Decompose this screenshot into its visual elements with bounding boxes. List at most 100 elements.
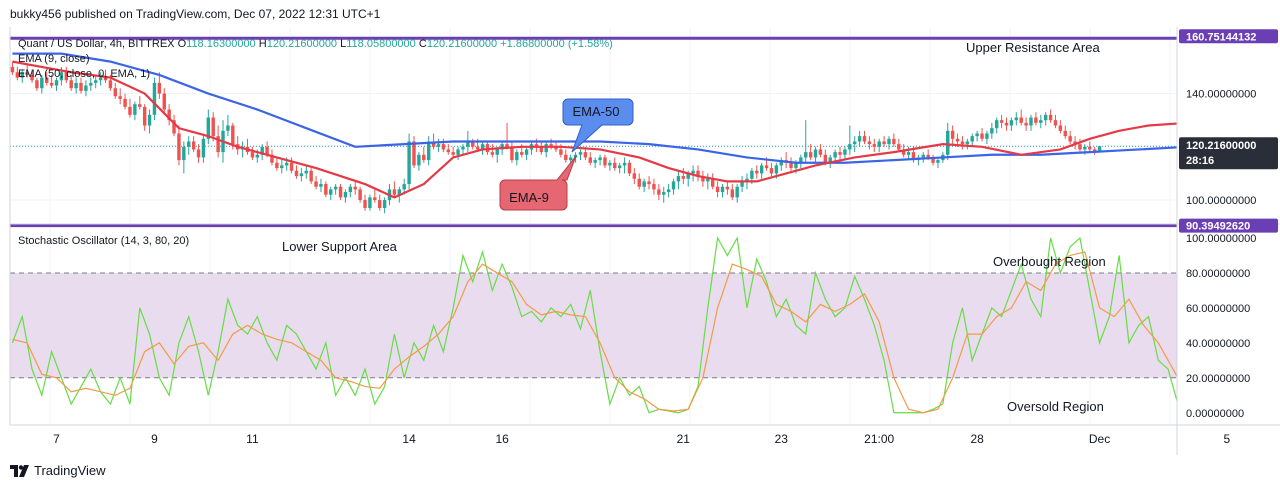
- stoch-tick-label: 80.00000000: [1186, 268, 1250, 280]
- ema9-callout-label: EMA-9: [509, 190, 549, 205]
- candle-body: [804, 152, 808, 158]
- candle-body: [1039, 120, 1043, 123]
- candle-body: [818, 149, 823, 155]
- candle-body: [617, 165, 622, 169]
- price-tag-box: [1179, 29, 1278, 44]
- ohlc-label: C: [419, 38, 427, 50]
- candle-body: [431, 141, 436, 147]
- ohlc-label: H: [259, 38, 267, 50]
- candle-body: [187, 141, 191, 147]
- candle-body: [93, 80, 98, 83]
- candle-body: [554, 146, 558, 150]
- candle-body: [324, 184, 328, 195]
- lower-support-label: Lower Support Area: [282, 239, 398, 254]
- candle-body: [10, 66, 15, 73]
- candle-body: [598, 157, 602, 161]
- footer[interactable]: TradingView: [10, 463, 106, 478]
- tradingview-logo-icon: [10, 464, 29, 477]
- ema-callouts: EMA-50 EMA-9: [499, 98, 634, 211]
- ema9-callout-box: [499, 155, 577, 211]
- candle-body: [843, 149, 847, 155]
- candle-body: [123, 98, 127, 107]
- candle-body: [402, 184, 406, 190]
- candle-body: [270, 154, 274, 163]
- candle-body: [353, 186, 357, 190]
- candle-body: [294, 170, 299, 177]
- price-tick-label: 100.00000000: [1186, 195, 1256, 207]
- candle-body: [128, 106, 132, 115]
- candle-body: [549, 144, 553, 147]
- candle-body: [632, 173, 637, 179]
- candle-body: [226, 125, 230, 131]
- candle-body: [588, 157, 592, 163]
- candle-body: [852, 141, 857, 145]
- candle-body: [1009, 120, 1014, 126]
- candle-body: [1034, 117, 1038, 123]
- candle-body: [79, 82, 83, 91]
- candle-body: [872, 144, 877, 147]
- candle-body: [1053, 120, 1058, 126]
- candle-body: [108, 80, 113, 89]
- candle-body: [1029, 117, 1033, 126]
- candle-body: [887, 138, 891, 145]
- ema50-line: [12, 52, 1280, 164]
- candle-body: [520, 152, 524, 155]
- footer-brand: TradingView: [34, 463, 106, 478]
- candle-body: [211, 117, 215, 137]
- candle-body: [823, 154, 828, 163]
- candle-body: [377, 200, 382, 209]
- candle-body: [1014, 117, 1019, 121]
- candle-body: [965, 141, 970, 145]
- candle-body: [426, 141, 431, 161]
- stoch-title: Stochastic Oscillator (14, 3, 80, 20): [18, 235, 189, 247]
- candle-body: [789, 162, 793, 169]
- ema-lines: [12, 52, 1280, 199]
- candle-body: [720, 186, 725, 193]
- candle-body: [456, 149, 460, 155]
- time-tick-label: 9: [151, 432, 158, 446]
- candle-body: [338, 186, 343, 198]
- candle-body: [45, 77, 49, 83]
- candle-body: [20, 72, 24, 78]
- ohlc-label: O: [178, 38, 187, 50]
- ema50-callout-box: [562, 98, 634, 153]
- candle-body: [877, 141, 881, 147]
- candle-body: [133, 104, 137, 115]
- ema50-callout-label: EMA-50: [573, 104, 620, 119]
- candle-body: [441, 144, 446, 150]
- candle-body: [304, 170, 308, 174]
- candle-body: [1043, 114, 1048, 121]
- candle-body: [206, 117, 211, 139]
- candle-body: [515, 152, 519, 161]
- time-tick-label: 14: [402, 432, 416, 446]
- candle-body: [970, 136, 974, 142]
- candle-body: [495, 149, 499, 155]
- candle-body: [1097, 146, 1102, 152]
- candle-body: [103, 77, 108, 81]
- candle-body: [260, 146, 264, 155]
- candle-body: [622, 162, 627, 166]
- candle-body: [764, 165, 769, 169]
- candle-body: [1019, 117, 1023, 123]
- time-tick-label: 28: [970, 432, 984, 446]
- candle-body: [559, 149, 563, 155]
- stochastic-lines: [10, 236, 1238, 415]
- time-tick-label: 11: [246, 432, 259, 446]
- candle-body: [696, 170, 700, 177]
- candle-body: [1058, 125, 1063, 131]
- candle-body: [382, 200, 387, 209]
- candle-body: [162, 93, 166, 110]
- candle-body: [329, 189, 333, 195]
- symbol-legend: Quant / US Dollar, 4h, BITTREX O118.1630…: [18, 38, 613, 50]
- candle-body: [142, 106, 147, 126]
- candle-body: [363, 200, 367, 209]
- candle-body: [926, 154, 930, 158]
- candle-body: [608, 162, 612, 166]
- overbought-oversold-band: [10, 272, 1177, 378]
- candle-body: [25, 72, 29, 75]
- candle-body: [480, 144, 485, 150]
- candle-body: [759, 165, 764, 174]
- candle-body: [59, 72, 64, 81]
